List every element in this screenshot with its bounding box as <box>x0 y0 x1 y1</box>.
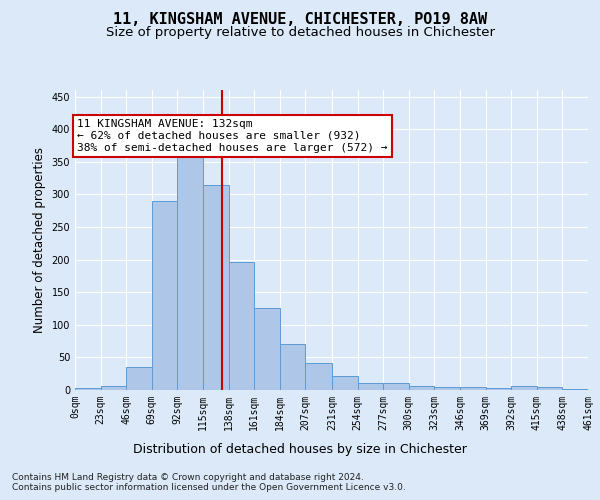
Bar <box>178 155 203 390</box>
Text: Size of property relative to detached houses in Chichester: Size of property relative to detached ho… <box>106 26 494 39</box>
Y-axis label: Number of detached properties: Number of detached properties <box>33 147 46 333</box>
Bar <box>460 388 485 390</box>
Bar <box>203 184 229 390</box>
Bar <box>254 308 280 390</box>
Bar <box>409 386 434 390</box>
Bar <box>280 344 305 390</box>
Bar <box>511 386 537 390</box>
Text: 11 KINGSHAM AVENUE: 132sqm
← 62% of detached houses are smaller (932)
38% of sem: 11 KINGSHAM AVENUE: 132sqm ← 62% of deta… <box>77 120 388 152</box>
Bar <box>101 386 126 390</box>
Bar <box>332 376 358 390</box>
Text: Distribution of detached houses by size in Chichester: Distribution of detached houses by size … <box>133 442 467 456</box>
Text: 11, KINGSHAM AVENUE, CHICHESTER, PO19 8AW: 11, KINGSHAM AVENUE, CHICHESTER, PO19 8A… <box>113 12 487 28</box>
Text: Contains public sector information licensed under the Open Government Licence v3: Contains public sector information licen… <box>12 484 406 492</box>
Bar <box>485 388 511 390</box>
Bar <box>434 388 460 390</box>
Bar <box>383 384 409 390</box>
Text: Contains HM Land Registry data © Crown copyright and database right 2024.: Contains HM Land Registry data © Crown c… <box>12 472 364 482</box>
Bar <box>152 201 178 390</box>
Bar <box>126 367 152 390</box>
Bar <box>229 262 254 390</box>
Bar <box>537 388 562 390</box>
Bar <box>75 388 101 390</box>
Bar <box>358 383 383 390</box>
Bar <box>305 364 332 390</box>
